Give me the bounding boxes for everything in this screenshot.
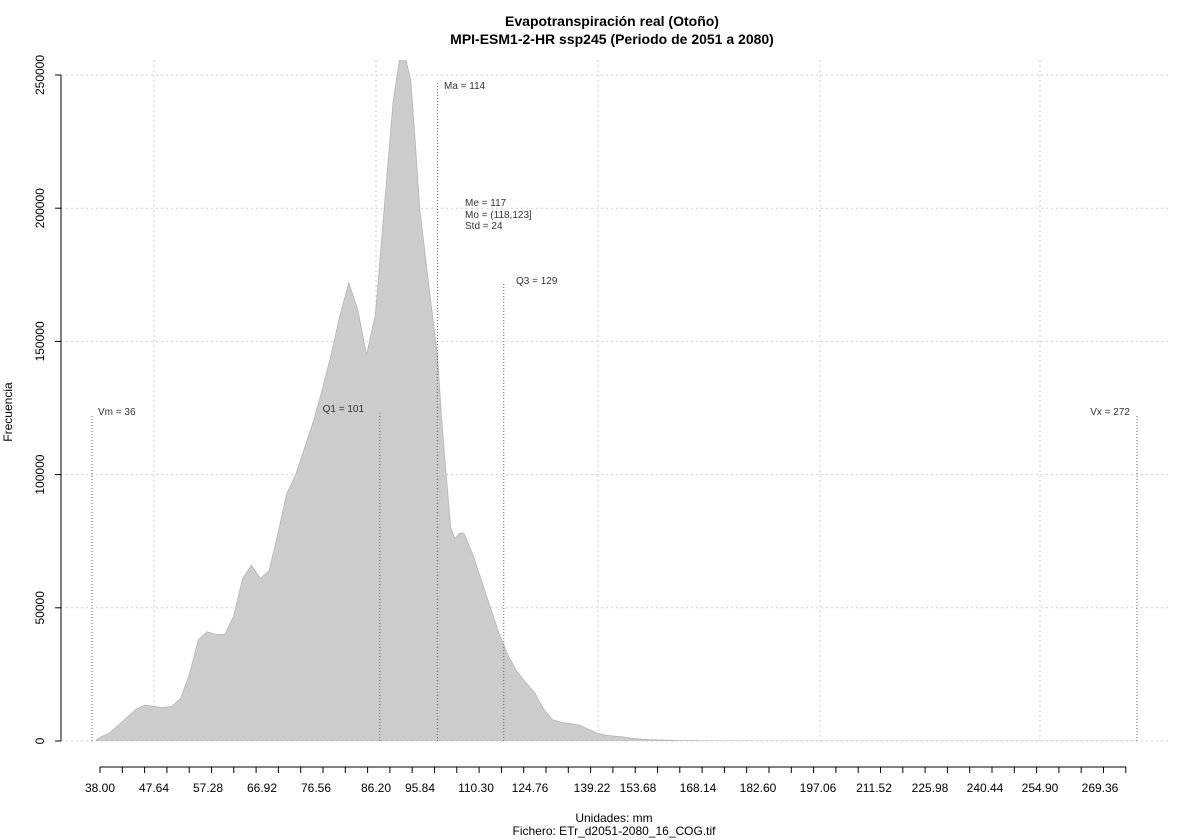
x-tick-label: 57.28 bbox=[193, 781, 223, 795]
x-tick-label: 240.44 bbox=[967, 781, 1004, 795]
y-axis-label: Frecuencia bbox=[1, 382, 15, 442]
annotation-label: Ma = 114 bbox=[444, 81, 486, 92]
x-tick-label: 182.60 bbox=[740, 781, 777, 795]
y-tick-label: 50000 bbox=[33, 591, 47, 625]
x-tick-label: 225.98 bbox=[912, 781, 949, 795]
x-tick-label: 197.06 bbox=[800, 781, 837, 795]
y-tick-label: 200000 bbox=[33, 188, 47, 228]
annotation-label: Vm = 36 bbox=[98, 407, 136, 418]
annotation-label: Q1 = 101 bbox=[323, 404, 365, 415]
annotation-label: Vx = 272 bbox=[1090, 407, 1130, 418]
y-tick-label: 150000 bbox=[33, 321, 47, 361]
annotation-label: Std = 24 bbox=[465, 221, 503, 232]
annotation-label: Mo = (118,123] bbox=[465, 210, 532, 221]
x-tick-label: 86.20 bbox=[361, 781, 391, 795]
x-axis: 38.00 47.64 57.28 66.92 76.56 86.20 95.84 110.3… bbox=[85, 766, 1127, 795]
x-tick-label: 66.92 bbox=[247, 781, 277, 795]
y-tick-label: 0 bbox=[33, 737, 47, 744]
density-curve bbox=[96, 60, 1137, 741]
x-tick-label: 110.30 bbox=[458, 781, 494, 795]
x-tick-label: 139.22 bbox=[574, 781, 611, 795]
x-tick-label: 211.52 bbox=[856, 781, 892, 795]
x-tick-label: 153.68 bbox=[620, 781, 657, 795]
x-tick-label: 254.90 bbox=[1022, 781, 1059, 795]
file-caption: Fichero: ETr_d2051-2080_16_COG.tif bbox=[513, 824, 717, 838]
y-tick-label: 100000 bbox=[33, 454, 47, 494]
density-area bbox=[96, 60, 1137, 741]
x-tick-label: 76.56 bbox=[301, 781, 331, 795]
statistic-lines bbox=[91, 82, 1138, 741]
x-tick-label: 47.64 bbox=[139, 781, 169, 795]
y-axis: 0 50000 100000 150000 200000 250000 bbox=[33, 55, 62, 744]
x-tick-label: 38.00 bbox=[85, 781, 115, 795]
x-tick-label: 95.84 bbox=[405, 781, 435, 795]
x-tick-label: 269.36 bbox=[1082, 781, 1119, 795]
y-tick-label: 250000 bbox=[33, 55, 47, 95]
annotation-label: Q3 = 129 bbox=[516, 276, 558, 287]
x-tick-label: 168.14 bbox=[680, 781, 717, 795]
x-tick-label: 124.76 bbox=[512, 781, 549, 795]
annotation-label: Me = 117 bbox=[465, 198, 507, 209]
chart-title: Evapotranspiración real (Otoño) bbox=[505, 13, 719, 29]
chart-subtitle: MPI-ESM1-2-HR ssp245 (Periodo de 2051 a … bbox=[450, 31, 774, 47]
x-axis-label: Unidades: mm bbox=[575, 811, 652, 825]
